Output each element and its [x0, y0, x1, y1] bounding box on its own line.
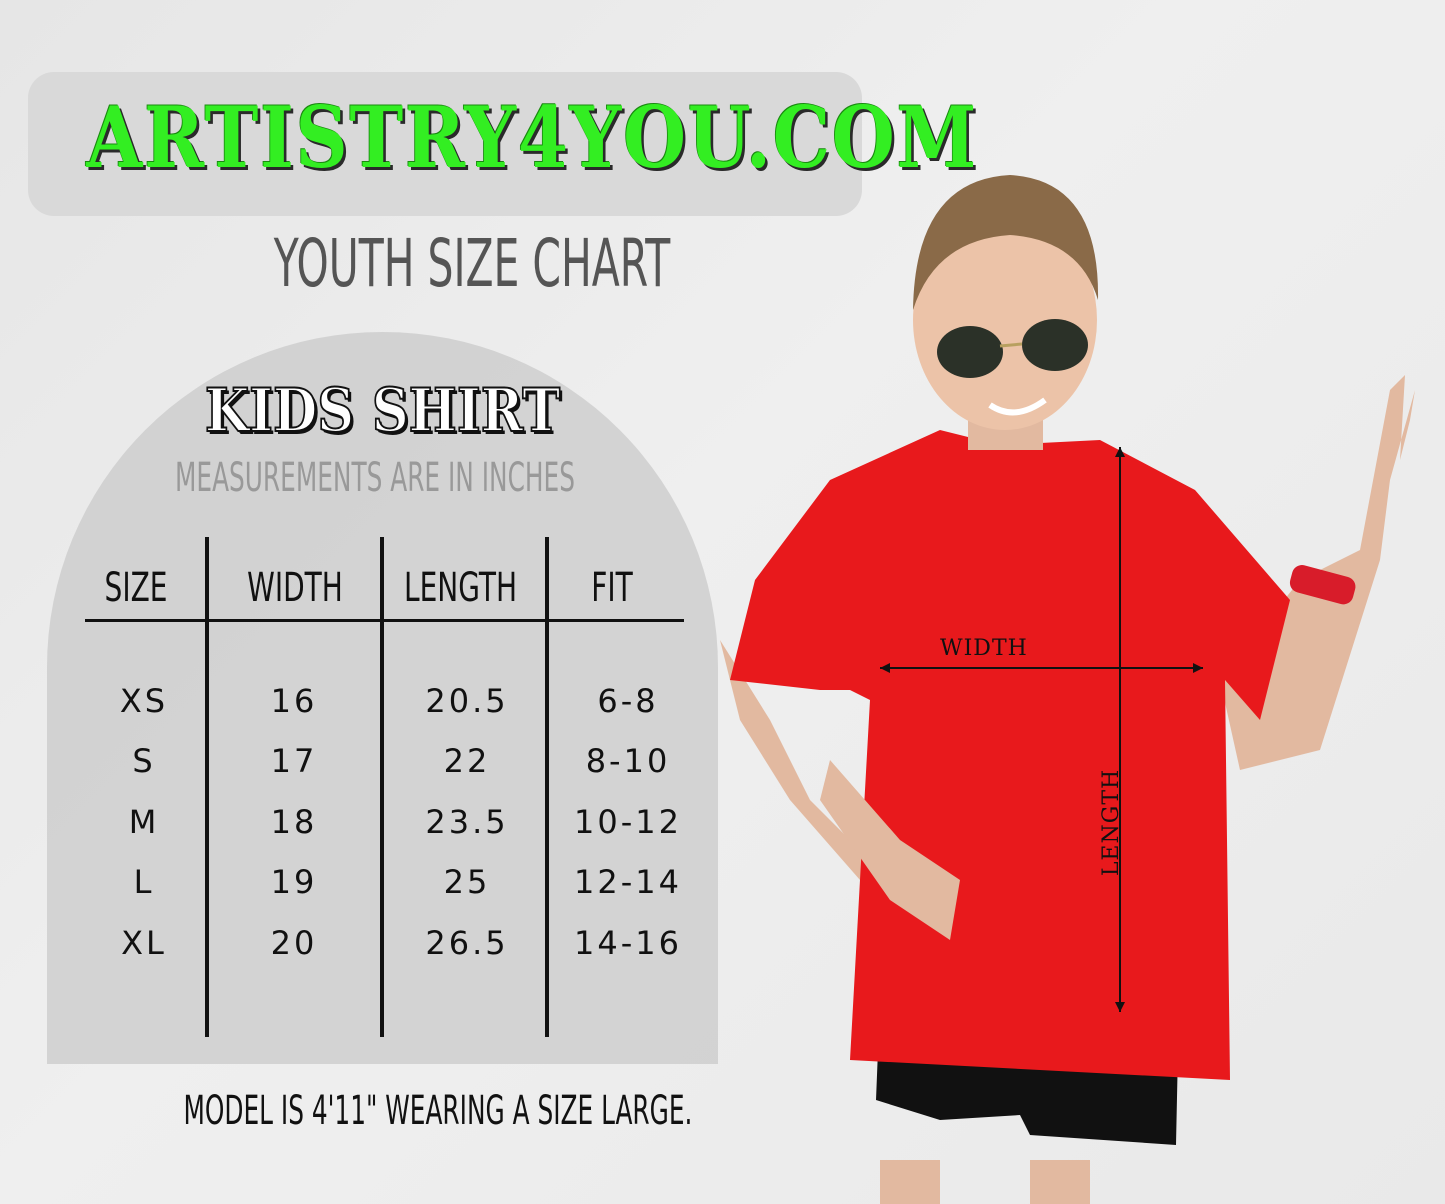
column-divider — [205, 537, 209, 1037]
model-note: MODEL IS 4'11" WEARING A SIZE LARGE. — [183, 1088, 693, 1134]
length-label: LENGTH — [1099, 768, 1125, 877]
size-cell: XS — [119, 682, 169, 720]
fit-cell: 10-12 — [574, 803, 682, 841]
red-shirt — [730, 430, 1290, 1080]
width-cell: 18 — [270, 803, 318, 841]
fit-cell: 14-16 — [574, 924, 682, 962]
model-photo — [720, 175, 1415, 1204]
header-length: LENGTH — [404, 565, 518, 611]
width-cell: 20 — [270, 924, 318, 962]
header-divider — [85, 619, 684, 622]
page-title: YOUTH SIZE CHART — [273, 225, 671, 302]
hair — [913, 175, 1099, 310]
length-cell: 25 — [443, 863, 491, 901]
header-width: WIDTH — [247, 565, 343, 611]
length-cell: 22 — [443, 742, 491, 780]
width-cell: 17 — [270, 742, 318, 780]
header-fit: FIT — [591, 565, 633, 611]
width-arrow — [880, 663, 1203, 673]
length-arrow — [1115, 447, 1125, 1012]
fit-cell: 12-14 — [574, 863, 682, 901]
size-cell: XL — [121, 924, 167, 962]
column-divider — [380, 537, 384, 1037]
logo: ARTISTRY4YOU.COM — [86, 88, 979, 187]
size-cell: S — [132, 742, 156, 780]
panel-heading: KIDS SHIRT — [204, 375, 561, 447]
sunglasses — [937, 326, 1003, 378]
watch — [1289, 564, 1356, 605]
size-cell: M — [128, 803, 160, 841]
length-cell: 26.5 — [425, 924, 509, 962]
length-cell: 20.5 — [425, 682, 509, 720]
fit-cell: 6-8 — [597, 682, 659, 720]
panel-subheading: MEASUREMENTS ARE IN INCHES — [175, 455, 575, 501]
logo-background — [28, 72, 862, 216]
column-divider — [545, 537, 549, 1037]
length-cell: 23.5 — [425, 803, 509, 841]
width-cell: 19 — [270, 863, 318, 901]
model-figure — [720, 175, 1415, 1204]
size-cell: L — [133, 863, 155, 901]
width-label: WIDTH — [940, 636, 1028, 661]
fit-cell: 8-10 — [585, 742, 671, 780]
width-cell: 16 — [270, 682, 318, 720]
header-size: SIZE — [104, 565, 168, 611]
